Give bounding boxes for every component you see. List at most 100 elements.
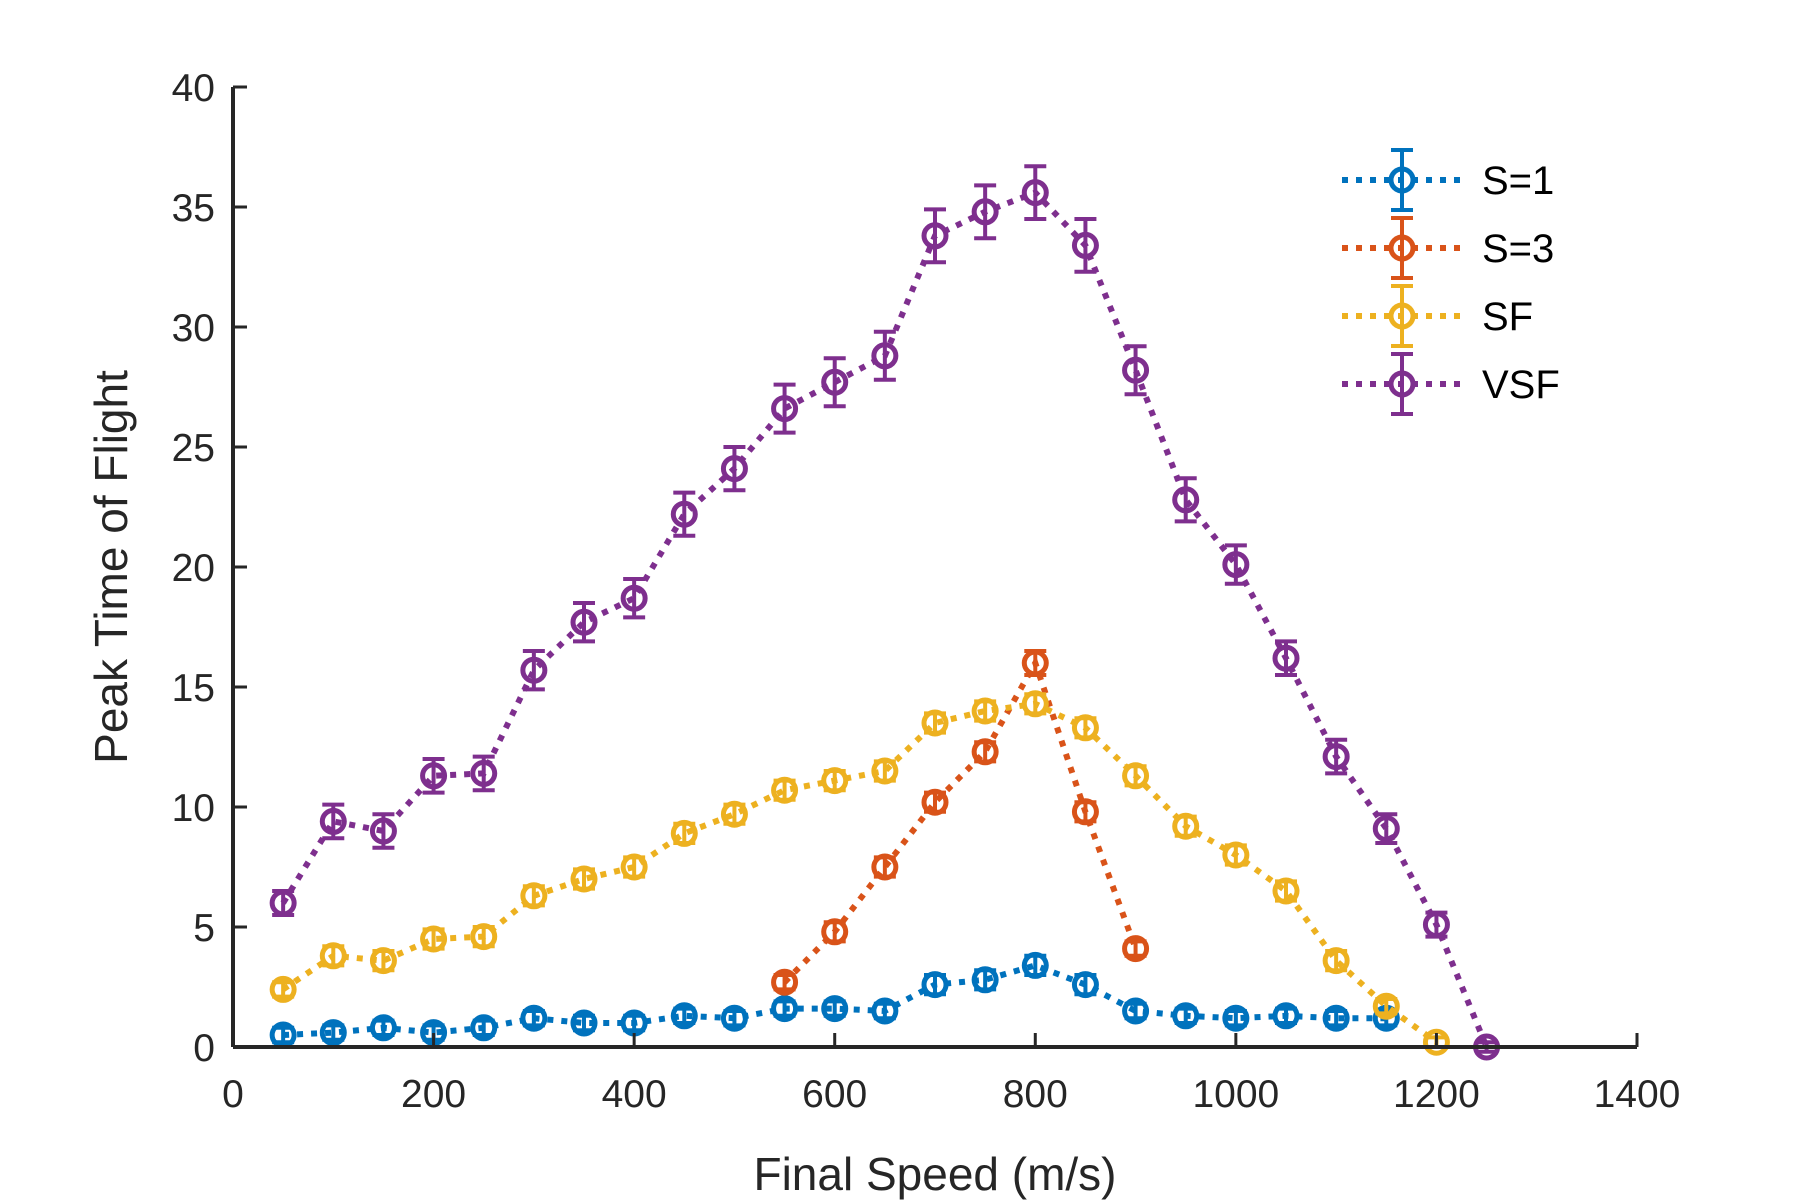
data-point (1122, 997, 1150, 1025)
data-point (771, 776, 799, 804)
data-point (520, 882, 548, 910)
legend-label: S=1 (1482, 159, 1554, 203)
data-point (1172, 486, 1200, 514)
legend-marker (1388, 302, 1416, 330)
x-tick-label: 200 (401, 1073, 466, 1116)
data-point (921, 709, 949, 737)
data-point (821, 918, 849, 946)
data-point (1322, 743, 1350, 771)
legend-label: SF (1482, 295, 1533, 339)
data-point (871, 757, 899, 785)
data-point (821, 767, 849, 795)
data-point (1071, 714, 1099, 742)
data-point (871, 997, 899, 1025)
data-point (1122, 356, 1150, 384)
legend-label: S=3 (1482, 227, 1554, 271)
data-point (670, 500, 698, 528)
series-line (282, 962, 1387, 1038)
legend-marker (1388, 234, 1416, 262)
data-point (1021, 951, 1049, 979)
data-point (720, 1004, 748, 1032)
x-tick-label: 1200 (1393, 1073, 1480, 1116)
data-point (1422, 1028, 1450, 1056)
data-point (921, 222, 949, 250)
data-point (1021, 690, 1049, 718)
data-point (1172, 1002, 1200, 1030)
x-axis-title: Final Speed (m/s) (753, 1148, 1116, 1200)
y-tick-label: 40 (172, 67, 215, 110)
data-point (1422, 911, 1450, 939)
data-point (1322, 1004, 1350, 1032)
data-point (1222, 1004, 1250, 1032)
data-point (470, 759, 498, 787)
data-point (470, 1014, 498, 1042)
data-point (570, 865, 598, 893)
data-point (319, 1019, 347, 1047)
y-tick-label: 10 (172, 787, 215, 830)
data-point (369, 1014, 397, 1042)
data-point (1322, 947, 1350, 975)
data-point (269, 889, 297, 917)
y-tick-label: 20 (172, 547, 215, 590)
y-axis-title: Peak Time of Flight (85, 370, 137, 764)
data-point (1272, 877, 1300, 905)
data-point (921, 971, 949, 999)
data-point (1372, 815, 1400, 843)
data-point (771, 968, 799, 996)
series-line (281, 700, 1439, 1045)
data-point (971, 198, 999, 226)
legend: S=1 S=3 SF VSF (1342, 148, 1560, 416)
data-point (570, 1009, 598, 1037)
data-point (670, 819, 698, 847)
data-point (369, 947, 397, 975)
y-tick-label: 30 (172, 307, 215, 350)
data-point (921, 788, 949, 816)
data-point (570, 608, 598, 636)
series-VSF (269, 164, 1501, 1061)
x-tick-label: 800 (1003, 1073, 1068, 1116)
data-point (821, 368, 849, 396)
data-point (420, 925, 448, 953)
legend-label: VSF (1482, 363, 1560, 407)
data-point (319, 942, 347, 970)
legend-marker (1388, 370, 1416, 398)
data-point (1021, 649, 1049, 677)
data-point (670, 1002, 698, 1030)
x-tick-label: 1400 (1594, 1073, 1681, 1116)
x-tick-label: 1000 (1192, 1073, 1279, 1116)
series-SF (269, 690, 1450, 1056)
data-point (871, 342, 899, 370)
x-tick-label: 600 (802, 1073, 867, 1116)
y-tick-label: 15 (172, 667, 215, 710)
series-S=3 (771, 649, 1150, 996)
data-point (771, 395, 799, 423)
data-point (1172, 812, 1200, 840)
data-point (1272, 644, 1300, 672)
data-point (1071, 971, 1099, 999)
data-point (720, 800, 748, 828)
legend-marker (1388, 166, 1416, 194)
y-tick-label: 0 (193, 1027, 215, 1070)
data-point (520, 1004, 548, 1032)
data-point (821, 995, 849, 1023)
y-tick-label: 35 (172, 187, 215, 230)
data-point (971, 697, 999, 725)
data-point (1071, 231, 1099, 259)
data-point (369, 817, 397, 845)
data-point (620, 853, 648, 881)
data-point (319, 807, 347, 835)
data-point (470, 923, 498, 951)
ticks: 0 200 400 600 800 1000 1200 1400 0 5 10 15 20 25 30 35 4… (172, 67, 1681, 1116)
data-point (1222, 551, 1250, 579)
data-point (1122, 762, 1150, 790)
x-tick-label: 400 (602, 1073, 667, 1116)
data-point (620, 584, 648, 612)
data-point (1021, 179, 1049, 207)
data-point (1222, 841, 1250, 869)
data-point (720, 455, 748, 483)
series-S=1 (269, 951, 1400, 1049)
x-tick-label: 0 (222, 1073, 244, 1116)
data-point (420, 762, 448, 790)
y-tick-label: 25 (172, 427, 215, 470)
